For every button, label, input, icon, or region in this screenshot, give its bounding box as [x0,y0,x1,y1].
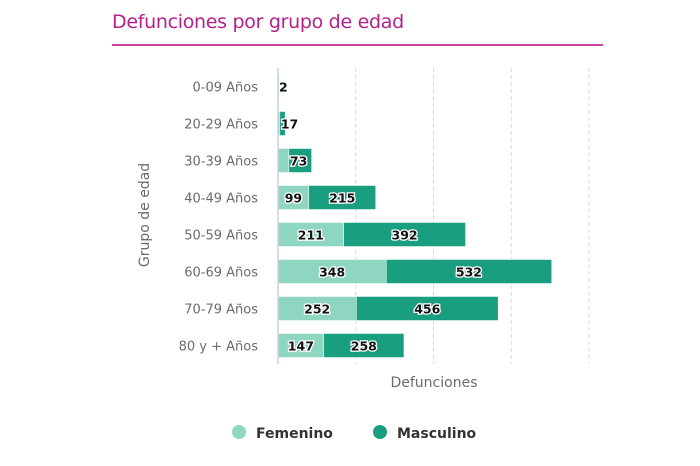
legend-item-femenino[interactable]: Femenino [232,425,333,442]
bar-femenino[interactable] [277,333,324,358]
legend-label-masculino: Masculino [397,426,477,442]
category-label: 20-29 Años [184,118,258,133]
bar-femenino[interactable] [277,222,344,247]
bar-masculino[interactable] [323,333,405,358]
data-label-masculino: 392 [392,228,418,243]
data-label-femenino: 147 [288,339,314,354]
legend-item-masculino[interactable]: Masculino [373,425,477,442]
category-label: 70-79 Años [184,303,258,318]
data-label-masculino: 2 [279,80,288,95]
title-underline [112,44,603,46]
data-label-masculino: 456 [414,302,440,317]
bar-masculino[interactable] [385,259,552,284]
chart-title: Defunciones por grupo de edad [112,11,404,33]
bar-femenino[interactable] [277,148,290,173]
bars [277,74,552,358]
category-label: 40-49 Años [184,192,258,207]
category-label: 30-39 Años [184,155,258,170]
category-label: 80 y + Años [179,340,259,355]
bar-masculino[interactable] [356,296,499,321]
bar-femenino[interactable] [277,185,310,210]
bar-masculino[interactable] [343,222,466,247]
data-label-femenino: 252 [304,302,330,317]
data-label-masculino: 258 [351,339,377,354]
data-labels: 2 17 73 99 215 211 392 348 532 252 456 147 258 [278,78,484,355]
data-label-masculino: 532 [456,265,482,280]
legend-marker-masculino [373,425,387,439]
data-label-masculino: 215 [329,191,355,206]
x-axis-title: Defunciones [390,375,477,391]
category-label: 50-59 Años [184,229,258,244]
bar-masculino[interactable] [288,148,312,173]
bar-masculino[interactable] [279,111,286,136]
bar-masculino[interactable] [308,185,376,210]
legend-label-femenino: Femenino [256,426,333,442]
data-label-femenino: 99 [285,191,302,206]
data-label-femenino: 211 [298,228,324,243]
category-label: 0-09 Años [193,81,259,96]
category-label: 60-69 Años [184,266,258,281]
legend-marker-femenino [232,425,246,439]
data-label-masculino: 17 [281,117,298,132]
category-labels: 0-09 Años 20-29 Años 30-39 Años 40-49 Años 5… [179,81,259,355]
y-axis-title: Grupo de edad [137,163,153,267]
data-label-masculino: 73 [290,154,307,169]
data-label-femenino: 348 [319,265,345,280]
